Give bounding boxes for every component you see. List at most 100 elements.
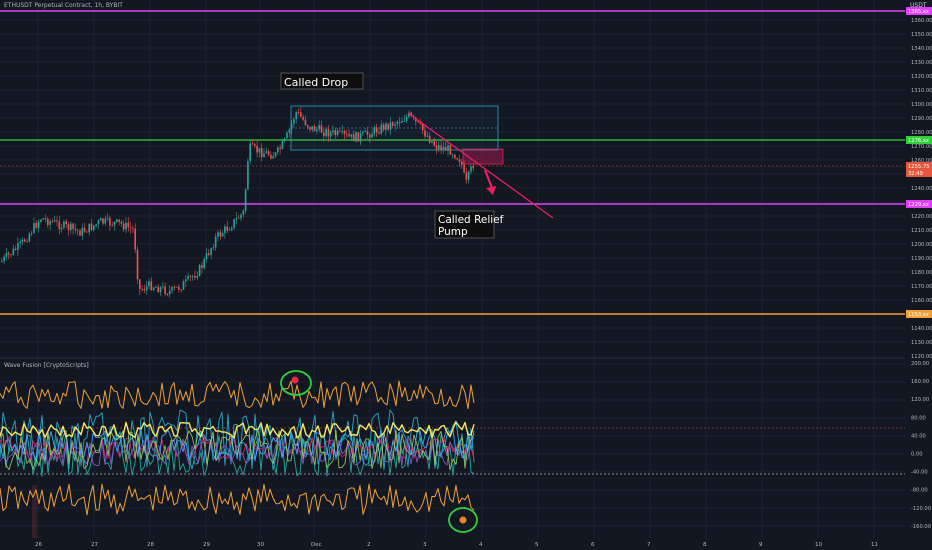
candle-body xyxy=(295,112,297,120)
time-label: 3 xyxy=(423,542,427,548)
time-axis[interactable]: 26 27 28 29 30 Dec 2 3 4 5 6 7 8 9 10 11 xyxy=(0,538,905,550)
candle-body xyxy=(341,130,343,132)
oscillator-tick-label: -40.00 xyxy=(911,470,928,476)
candle-body xyxy=(428,135,431,143)
candle-body xyxy=(320,125,323,133)
candle-body xyxy=(24,239,26,242)
price-tick-label: 1270.00 xyxy=(911,144,932,150)
price-badge-label: 1365.xx xyxy=(908,9,929,15)
candle-body xyxy=(173,287,176,288)
candle-body xyxy=(175,286,178,288)
candle-body xyxy=(316,129,318,132)
price-tick-label: 1300.00 xyxy=(911,102,932,108)
symbol-title[interactable]: ETHUSDT Perpetual Contract, 1h, BYBIT xyxy=(4,2,123,9)
candle-body xyxy=(228,229,231,231)
price-tick-label: 1350.00 xyxy=(911,32,932,38)
candle-body xyxy=(244,189,247,211)
candle-body xyxy=(233,219,235,228)
candle-body xyxy=(134,228,136,250)
price-tick-label: 1330.00 xyxy=(911,60,932,66)
candle-body xyxy=(451,154,454,156)
candle-body xyxy=(171,287,173,291)
oscillator-tick-label: 80.00 xyxy=(911,415,926,421)
oscillator-tick-label: 160.00 xyxy=(911,379,929,385)
time-label: 27 xyxy=(91,542,98,548)
candle-body xyxy=(334,130,337,136)
candle-body xyxy=(196,275,199,278)
candle-body xyxy=(332,130,334,133)
candle-body xyxy=(403,120,406,122)
price-tick-label: 1130.00 xyxy=(911,340,932,346)
candle-body xyxy=(240,214,242,219)
price-tick-label: 1200.00 xyxy=(911,242,932,248)
candle-body xyxy=(306,125,309,127)
candle-body xyxy=(369,134,371,138)
price-tick-label: 1280.00 xyxy=(911,130,932,136)
candle-body xyxy=(191,276,194,277)
candle-body xyxy=(286,132,288,139)
candle-body xyxy=(237,217,240,219)
candle-body xyxy=(60,227,63,230)
price-tick-label: 1220.00 xyxy=(911,214,932,220)
price-tick-label: 1320.00 xyxy=(911,74,932,80)
price-badge-label: 1229.xx xyxy=(908,202,929,208)
price-badge xyxy=(906,136,932,144)
sell-signal-dot xyxy=(291,376,299,384)
candle-body xyxy=(352,134,355,142)
indicator-title[interactable]: Wave Fusion [CryptoScripts] xyxy=(4,362,89,369)
candle-body xyxy=(125,222,127,230)
candle-body xyxy=(26,241,28,243)
candle-body xyxy=(106,217,109,219)
candle-body xyxy=(288,129,291,133)
candle-body xyxy=(116,219,118,222)
candle-body xyxy=(164,286,166,295)
price-badge-label: 32:49 xyxy=(908,171,923,177)
candle-body xyxy=(309,126,311,130)
candle-body xyxy=(111,225,113,227)
highlight-circle-bottom[interactable] xyxy=(448,507,478,533)
candle-body xyxy=(447,145,449,151)
oscillator-line xyxy=(0,437,475,466)
candle-body xyxy=(350,134,353,137)
candle-body xyxy=(279,147,281,149)
candle-body xyxy=(139,279,141,289)
called-drop-box[interactable] xyxy=(280,72,364,90)
oscillator-line xyxy=(0,483,475,516)
candle-body xyxy=(224,226,226,234)
oscillator-pane[interactable] xyxy=(0,380,905,538)
candle-body xyxy=(440,145,442,150)
time-label: Dec xyxy=(311,542,322,548)
candle-body xyxy=(242,210,245,215)
candle-body xyxy=(470,166,472,172)
price-tick-label: 1290.00 xyxy=(911,116,932,122)
candle-body xyxy=(58,221,61,230)
highlight-circle-top[interactable] xyxy=(280,370,312,396)
oscillator-line xyxy=(0,380,475,410)
candle-body xyxy=(7,253,10,255)
candle-body xyxy=(461,162,463,165)
price-axis[interactable] xyxy=(905,0,932,550)
oscillator-tick-label: -80.00 xyxy=(911,488,928,494)
time-label: 30 xyxy=(257,542,264,548)
trendline[interactable] xyxy=(407,112,554,219)
candle-body xyxy=(205,253,208,259)
candle-body xyxy=(458,159,461,163)
candle-body xyxy=(214,236,217,248)
candle-body xyxy=(327,129,330,137)
candle-body xyxy=(178,286,180,290)
candle-body xyxy=(247,161,249,190)
price-badge-label: 1276.xx xyxy=(908,138,929,144)
candle-body xyxy=(189,275,192,277)
candle-body xyxy=(438,145,440,150)
candle-body xyxy=(95,224,97,226)
down-arrow-icon[interactable] xyxy=(486,186,496,195)
called-relief-box[interactable] xyxy=(434,210,495,239)
candle-body xyxy=(30,233,33,234)
candle-body xyxy=(12,248,15,255)
candle-body xyxy=(88,223,90,233)
candle-body xyxy=(166,294,169,295)
candle-body xyxy=(93,225,95,230)
